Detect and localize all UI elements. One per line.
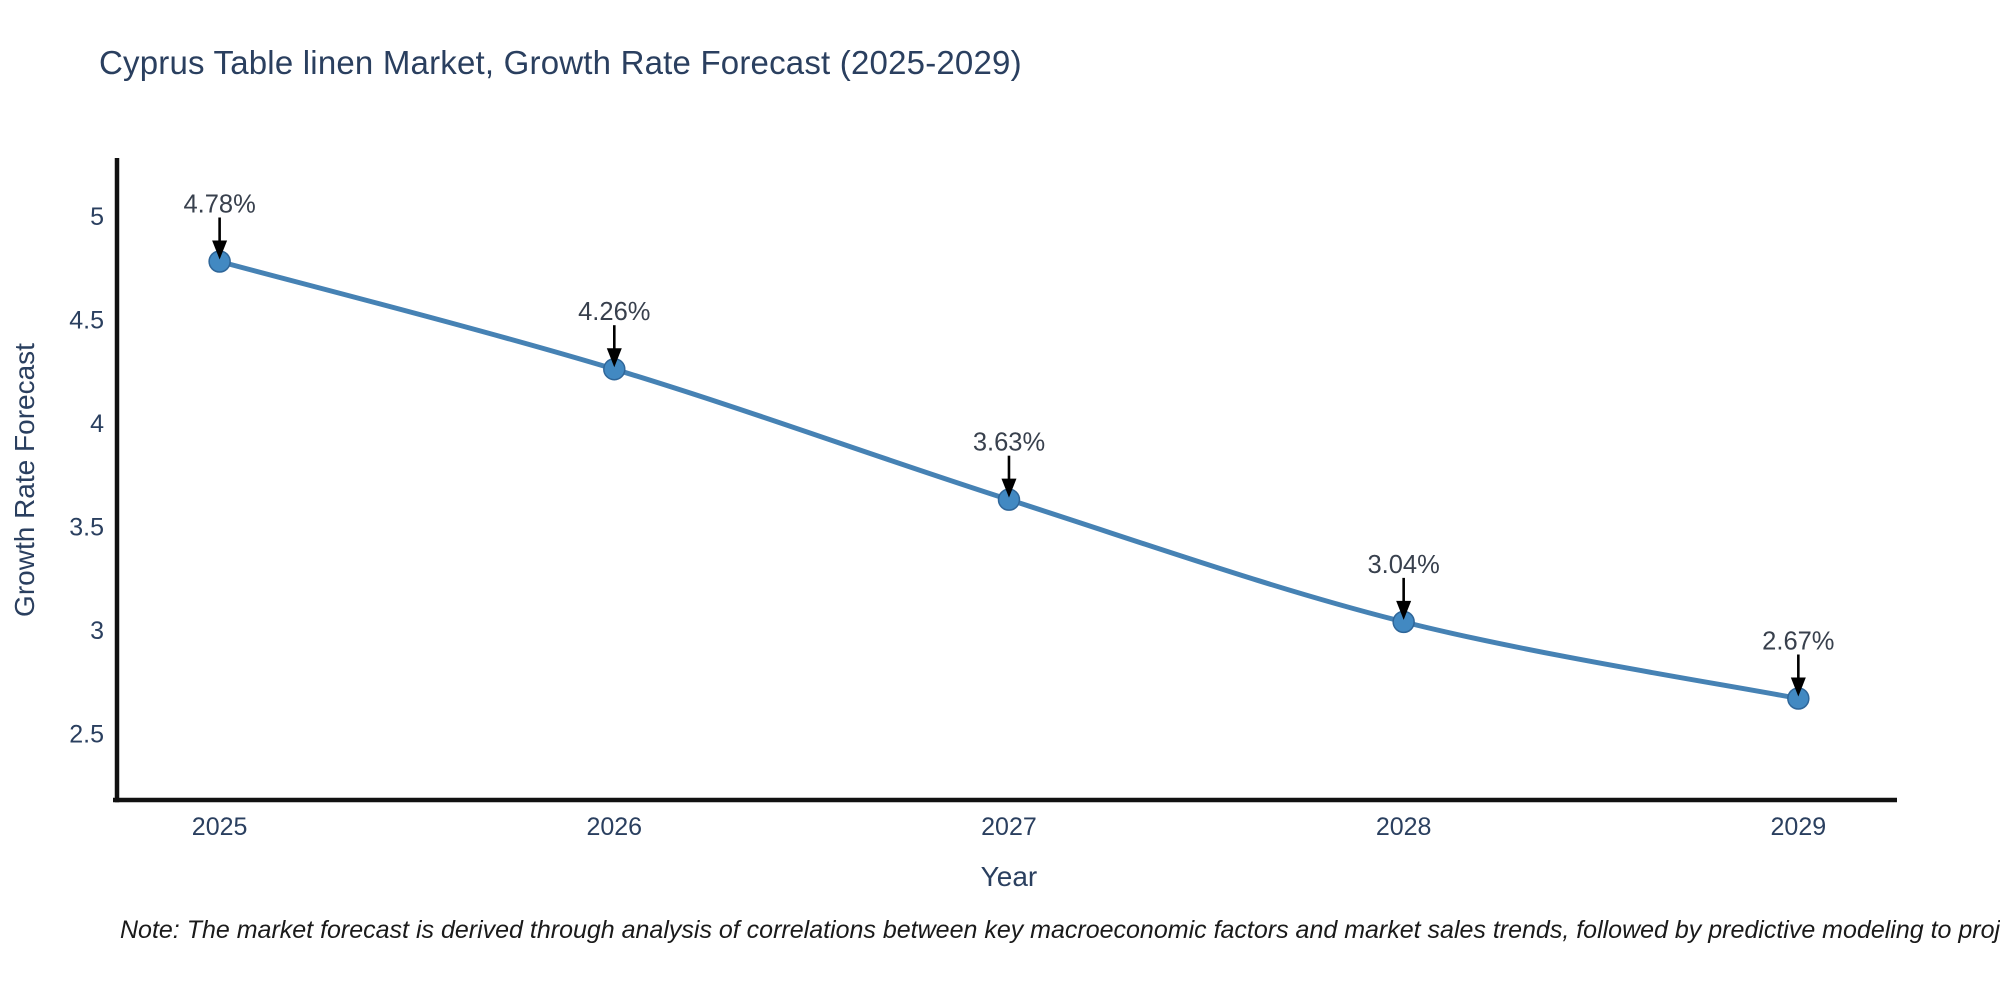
annotation-arrowhead: [212, 240, 228, 260]
y-tick-label: 5: [90, 203, 104, 231]
x-tick-label: 2029: [1771, 813, 1827, 841]
y-tick-label: 4: [90, 410, 104, 438]
annotation-arrowhead: [1001, 478, 1017, 498]
data-point-value-label: 4.78%: [183, 190, 255, 218]
y-tick-label: 2.5: [69, 721, 104, 749]
data-point-value-label: 4.26%: [578, 298, 650, 326]
x-axis-title: Year: [981, 861, 1038, 892]
y-tick-label: 4.5: [69, 306, 104, 334]
data-point-value-label: 3.63%: [973, 429, 1045, 457]
y-axis-title: Growth Rate Forecast: [9, 343, 40, 617]
annotation-arrowhead: [1396, 600, 1412, 620]
x-tick-label: 2027: [981, 813, 1037, 841]
x-tick-label: 2025: [192, 813, 248, 841]
y-tick-label: 3.5: [69, 514, 104, 542]
y-tick-label: 3: [90, 617, 104, 645]
data-point-value-label: 2.67%: [1762, 628, 1834, 656]
chart-title: Cyprus Table linen Market, Growth Rate F…: [99, 44, 1022, 81]
annotation-arrowhead: [1790, 677, 1806, 697]
data-point-value-label: 3.04%: [1367, 551, 1439, 579]
annotation-arrowhead: [606, 348, 622, 368]
x-tick-label: 2026: [586, 813, 642, 841]
footnote: Note: The market forecast is derived thr…: [120, 916, 2000, 944]
x-tick-label: 2028: [1376, 813, 1432, 841]
